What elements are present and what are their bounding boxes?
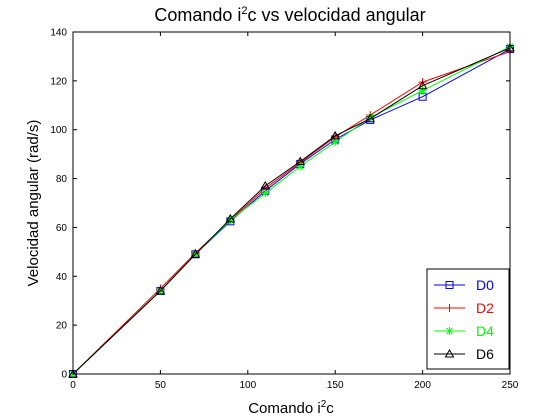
- y-tick-label: 0: [61, 370, 67, 381]
- x-axis-label-part-2: c: [326, 400, 334, 417]
- x-tick-label: 150: [327, 380, 344, 391]
- chart-title-part-2: c vs velocidad angular: [248, 5, 426, 25]
- x-tick-label: 50: [155, 380, 167, 391]
- x-tick-label: 200: [414, 380, 431, 391]
- x-tick-label: 100: [239, 380, 256, 391]
- x-axis-label-part-1: Comando i: [248, 400, 321, 417]
- y-tick-label: 60: [56, 223, 68, 234]
- y-tick-label: 100: [50, 125, 67, 136]
- legend-entry-d4-marker: [446, 327, 454, 335]
- y-tick-label: 80: [56, 174, 68, 185]
- y-tick-label: 140: [50, 28, 67, 39]
- legend-entry-d6-label: D6: [476, 346, 494, 362]
- y-axis-label: Velocidad angular (rad/s): [25, 120, 42, 287]
- x-tick-label: 0: [70, 380, 76, 391]
- legend-entry-d4-label: D4: [476, 323, 494, 339]
- legend-entry-d2-label: D2: [476, 300, 494, 316]
- x-tick-label: 250: [502, 380, 519, 391]
- legend-entry-d0-label: D0: [476, 277, 494, 293]
- y-tick-label: 120: [50, 76, 67, 87]
- chart-title: Comando i2c vs velocidad angular: [154, 5, 425, 25]
- legend: D0 D2 D4 D6: [427, 269, 509, 369]
- y-tick-label: 40: [56, 272, 68, 283]
- series-d4-point: [261, 189, 269, 197]
- y-tick-label: 20: [56, 321, 68, 332]
- chart-title-part-1: Comando i: [154, 5, 241, 25]
